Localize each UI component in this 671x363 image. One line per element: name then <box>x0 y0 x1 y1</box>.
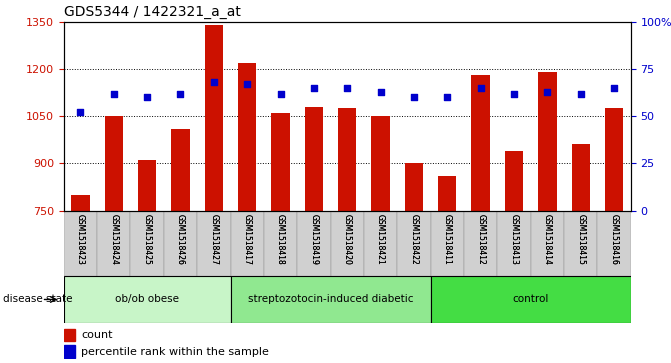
Text: GSM1518419: GSM1518419 <box>309 214 319 265</box>
Text: disease state: disease state <box>3 294 73 305</box>
Text: GSM1518413: GSM1518413 <box>509 214 519 265</box>
Bar <box>197 211 231 276</box>
Bar <box>105 116 123 211</box>
Bar <box>538 72 556 211</box>
Point <box>275 91 286 97</box>
Bar <box>130 211 164 276</box>
Text: GSM1518426: GSM1518426 <box>176 214 185 265</box>
Text: GSM1518414: GSM1518414 <box>543 214 552 265</box>
Text: GSM1518425: GSM1518425 <box>143 214 152 265</box>
Point <box>342 85 353 91</box>
Text: count: count <box>81 330 113 340</box>
Point <box>442 94 453 100</box>
Point <box>242 81 252 87</box>
Point <box>142 94 152 100</box>
Text: GDS5344 / 1422321_a_at: GDS5344 / 1422321_a_at <box>64 5 241 19</box>
Bar <box>497 211 531 276</box>
Text: GSM1518423: GSM1518423 <box>76 214 85 265</box>
Bar <box>397 211 431 276</box>
Bar <box>531 211 564 276</box>
Text: GSM1518418: GSM1518418 <box>276 214 285 265</box>
Bar <box>64 345 74 358</box>
Text: GSM1518417: GSM1518417 <box>243 214 252 265</box>
Text: GSM1518416: GSM1518416 <box>609 214 619 265</box>
Text: GSM1518423: GSM1518423 <box>76 214 85 265</box>
Text: GSM1518420: GSM1518420 <box>343 214 352 265</box>
Bar <box>138 160 156 211</box>
Point <box>109 91 119 97</box>
Text: ob/ob obese: ob/ob obese <box>115 294 179 305</box>
Bar <box>64 329 74 341</box>
Text: control: control <box>513 294 549 305</box>
Bar <box>297 211 331 276</box>
Bar <box>564 211 597 276</box>
Bar <box>438 176 456 211</box>
Text: GSM1518421: GSM1518421 <box>376 214 385 265</box>
Text: GSM1518422: GSM1518422 <box>409 214 419 265</box>
Point <box>209 79 219 85</box>
Bar <box>372 116 390 211</box>
Bar <box>364 211 397 276</box>
Bar <box>205 25 223 211</box>
Bar <box>238 63 256 211</box>
Point <box>75 110 86 115</box>
Point <box>309 85 319 91</box>
Bar <box>97 211 130 276</box>
Bar <box>164 211 197 276</box>
Bar <box>231 211 264 276</box>
Bar <box>271 113 290 211</box>
Point <box>375 89 386 94</box>
Text: GSM1518411: GSM1518411 <box>443 214 452 265</box>
Text: GSM1518420: GSM1518420 <box>343 214 352 265</box>
Bar <box>472 75 490 211</box>
Text: GSM1518411: GSM1518411 <box>443 214 452 265</box>
Bar <box>64 276 231 323</box>
Bar <box>305 107 323 211</box>
Point <box>609 85 619 91</box>
Point <box>542 89 553 94</box>
Point <box>409 94 419 100</box>
Point <box>175 91 186 97</box>
Bar <box>431 276 631 323</box>
Text: GSM1518415: GSM1518415 <box>576 214 585 265</box>
Bar <box>605 108 623 211</box>
Text: percentile rank within the sample: percentile rank within the sample <box>81 347 269 356</box>
Text: GSM1518427: GSM1518427 <box>209 214 218 265</box>
Bar <box>597 211 631 276</box>
Point <box>509 91 519 97</box>
Text: GSM1518419: GSM1518419 <box>309 214 319 265</box>
Bar <box>64 211 97 276</box>
Text: GSM1518413: GSM1518413 <box>509 214 519 265</box>
Bar <box>405 163 423 211</box>
Text: GSM1518426: GSM1518426 <box>176 214 185 265</box>
Text: GSM1518418: GSM1518418 <box>276 214 285 265</box>
Text: GSM1518425: GSM1518425 <box>143 214 152 265</box>
Text: GSM1518424: GSM1518424 <box>109 214 118 265</box>
Bar <box>505 151 523 211</box>
Point <box>475 85 486 91</box>
Bar <box>71 195 90 211</box>
Bar <box>171 129 190 211</box>
Bar <box>572 144 590 211</box>
Text: GSM1518415: GSM1518415 <box>576 214 585 265</box>
Bar <box>264 211 297 276</box>
Bar <box>431 211 464 276</box>
Text: GSM1518417: GSM1518417 <box>243 214 252 265</box>
Text: GSM1518414: GSM1518414 <box>543 214 552 265</box>
Text: GSM1518416: GSM1518416 <box>609 214 619 265</box>
Bar <box>338 108 356 211</box>
Text: GSM1518427: GSM1518427 <box>209 214 218 265</box>
Point <box>575 91 586 97</box>
Text: GSM1518412: GSM1518412 <box>476 214 485 265</box>
Text: GSM1518421: GSM1518421 <box>376 214 385 265</box>
Text: GSM1518412: GSM1518412 <box>476 214 485 265</box>
Text: GSM1518424: GSM1518424 <box>109 214 118 265</box>
Text: GSM1518422: GSM1518422 <box>409 214 419 265</box>
Bar <box>464 211 497 276</box>
Bar <box>231 276 431 323</box>
Bar <box>331 211 364 276</box>
Text: streptozotocin-induced diabetic: streptozotocin-induced diabetic <box>248 294 413 305</box>
